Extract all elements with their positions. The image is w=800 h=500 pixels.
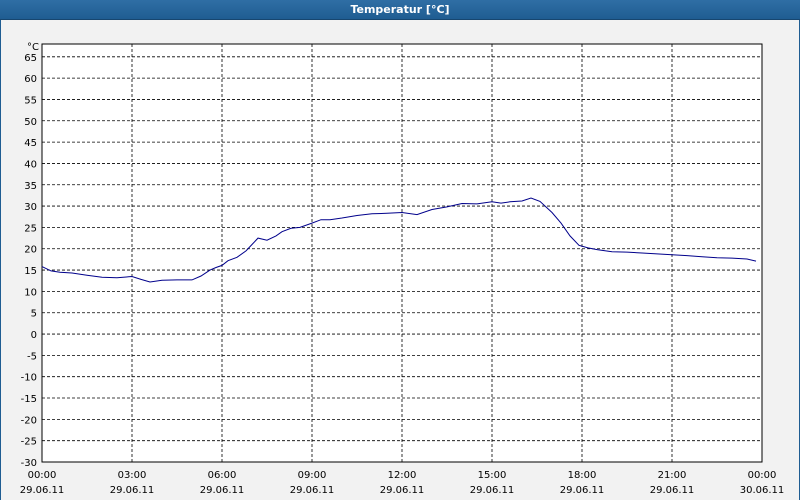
- x-axis-ticks: 00:00 29.06.11 03:00 29.06.11 06:00 29.06.11 0…: [20, 470, 785, 496]
- y-tick-label: 15: [24, 266, 37, 277]
- grid: [42, 44, 762, 462]
- x-tick-date-label: 29.06.11: [110, 485, 155, 496]
- x-tick-date-label: 29.06.11: [650, 485, 695, 496]
- y-tick-label: 40: [24, 159, 37, 170]
- y-tick-label: 0: [31, 330, 37, 341]
- y-tick-label: 65: [24, 53, 37, 64]
- y-tick-label: -10: [21, 373, 37, 384]
- x-tick-date-label: 29.06.11: [200, 485, 245, 496]
- y-tick-label: 10: [24, 287, 37, 298]
- y-tick-label: -15: [21, 394, 37, 405]
- x-tick-time-label: 00:00: [28, 470, 57, 481]
- y-tick-label: 45: [24, 138, 37, 149]
- y-tick-label: 50: [24, 117, 37, 128]
- x-tick-time-label: 15:00: [478, 470, 507, 481]
- chart-panel: 65 60 55 50 45 40 35 30 25 20 15 10 5 0 -5 -10 -15 -20 -25…: [0, 20, 800, 500]
- y-tick-label: 30: [24, 202, 37, 213]
- x-tick-date-label: 29.06.11: [470, 485, 515, 496]
- y-tick-label: -20: [21, 415, 37, 426]
- temperature-series-line: [41, 197, 757, 283]
- y-tick-label: -25: [21, 437, 37, 448]
- y-tick-label: 25: [24, 223, 37, 234]
- x-tick-date-label: 29.06.11: [560, 485, 605, 496]
- x-tick-date-label: 29.06.11: [380, 485, 425, 496]
- y-tick-label: 5: [31, 309, 37, 320]
- y-tick-label: 20: [24, 245, 37, 256]
- x-tick-time-label: 06:00: [208, 470, 237, 481]
- x-tick-time-label: 18:00: [568, 470, 597, 481]
- window-title: Temperatur [°C]: [0, 0, 800, 20]
- y-tick-label: -30: [21, 458, 37, 469]
- y-axis-unit-label: °C: [27, 42, 39, 53]
- temperature-line-chart: 65605550454035302520151050-5-10-15-20-25…: [20, 42, 785, 496]
- y-axis-ticks: 65605550454035302520151050-5-10-15-20-25…: [21, 53, 37, 469]
- x-tick-date-label: 30.06.11: [740, 485, 785, 496]
- x-tick-time-label: 00:00: [748, 470, 777, 481]
- y-tick-label: 60: [24, 74, 37, 85]
- x-tick-time-label: 09:00: [298, 470, 327, 481]
- x-tick-date-label: 29.06.11: [290, 485, 335, 496]
- x-tick-time-label: 21:00: [658, 470, 687, 481]
- x-tick-date-label: 29.06.11: [20, 485, 65, 496]
- y-tick-label: -5: [27, 351, 37, 362]
- x-tick-time-label: 03:00: [118, 470, 147, 481]
- y-tick-label: 35: [24, 181, 37, 192]
- x-tick-time-label: 12:00: [388, 470, 417, 481]
- y-tick-label: 55: [24, 95, 37, 106]
